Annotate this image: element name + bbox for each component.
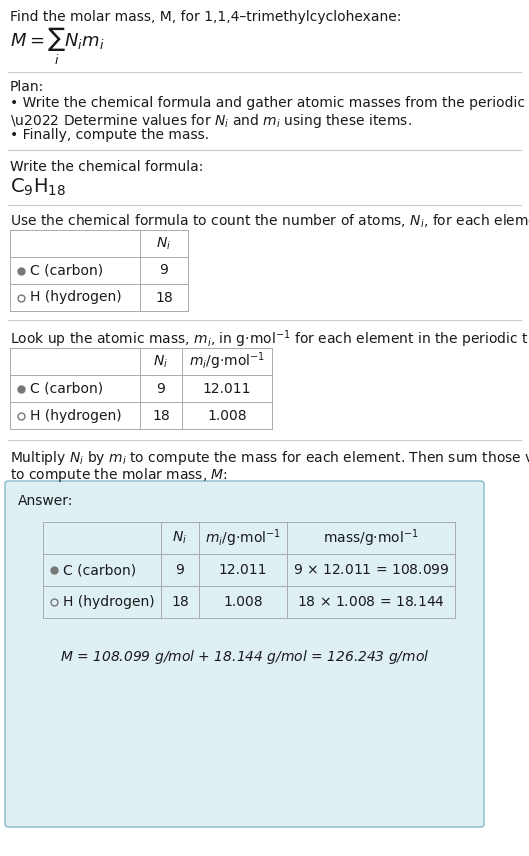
Text: mass/g$\cdot$mol$^{-1}$: mass/g$\cdot$mol$^{-1}$ [323,527,419,549]
Text: H (hydrogen): H (hydrogen) [30,290,122,305]
Text: 1.008: 1.008 [207,408,247,423]
Text: 18: 18 [152,408,170,423]
Text: Use the chemical formula to count the number of atoms, $N_i$, for each element:: Use the chemical formula to count the nu… [10,213,529,230]
Text: $N_i$: $N_i$ [153,354,169,370]
Text: Look up the atomic mass, $m_i$, in g$\cdot$mol$^{-1}$ for each element in the pe: Look up the atomic mass, $m_i$, in g$\cd… [10,328,529,349]
Text: C (carbon): C (carbon) [30,382,103,395]
Text: Answer:: Answer: [18,494,74,508]
Text: C (carbon): C (carbon) [63,563,136,577]
Text: $m_i$/g$\cdot$mol$^{-1}$: $m_i$/g$\cdot$mol$^{-1}$ [205,527,281,549]
Text: 9: 9 [176,563,185,577]
Text: C (carbon): C (carbon) [30,264,103,277]
Text: 12.011: 12.011 [219,563,267,577]
Text: 9: 9 [157,382,166,395]
Text: • Finally, compute the mass.: • Finally, compute the mass. [10,128,209,142]
Text: $M = \sum_i N_i m_i$: $M = \sum_i N_i m_i$ [10,26,104,67]
Text: Find the molar mass, M, for 1,1,4–trimethylcyclohexane:: Find the molar mass, M, for 1,1,4–trimet… [10,10,402,24]
Text: $M$ = 108.099 g/mol + 18.144 g/mol = 126.243 g/mol: $M$ = 108.099 g/mol + 18.144 g/mol = 126… [60,648,429,666]
Text: $N_i$: $N_i$ [172,530,187,546]
Text: \u2022 Determine values for $N_i$ and $m_i$ using these items.: \u2022 Determine values for $N_i$ and $m… [10,112,412,130]
Text: $\mathrm{C_9H_{18}}$: $\mathrm{C_9H_{18}}$ [10,177,66,199]
Text: 9 $\times$ 12.011 = 108.099: 9 $\times$ 12.011 = 108.099 [293,563,449,577]
Text: 9: 9 [160,264,168,277]
Text: $m_i$/g$\cdot$mol$^{-1}$: $m_i$/g$\cdot$mol$^{-1}$ [189,351,265,372]
Text: 18 $\times$ 1.008 = 18.144: 18 $\times$ 1.008 = 18.144 [297,595,445,609]
Text: to compute the molar mass, $M$:: to compute the molar mass, $M$: [10,466,228,484]
Text: • Write the chemical formula and gather atomic masses from the periodic table.: • Write the chemical formula and gather … [10,96,529,110]
Text: $N_i$: $N_i$ [157,235,171,252]
Text: Write the chemical formula:: Write the chemical formula: [10,160,203,174]
Text: H (hydrogen): H (hydrogen) [63,595,154,609]
Text: 12.011: 12.011 [203,382,251,395]
Text: 18: 18 [155,290,173,305]
Text: H (hydrogen): H (hydrogen) [30,408,122,423]
Text: 18: 18 [171,595,189,609]
Text: Multiply $N_i$ by $m_i$ to compute the mass for each element. Then sum those val: Multiply $N_i$ by $m_i$ to compute the m… [10,449,529,467]
FancyBboxPatch shape [5,481,484,827]
Text: 1.008: 1.008 [223,595,263,609]
Text: Plan:: Plan: [10,80,44,94]
